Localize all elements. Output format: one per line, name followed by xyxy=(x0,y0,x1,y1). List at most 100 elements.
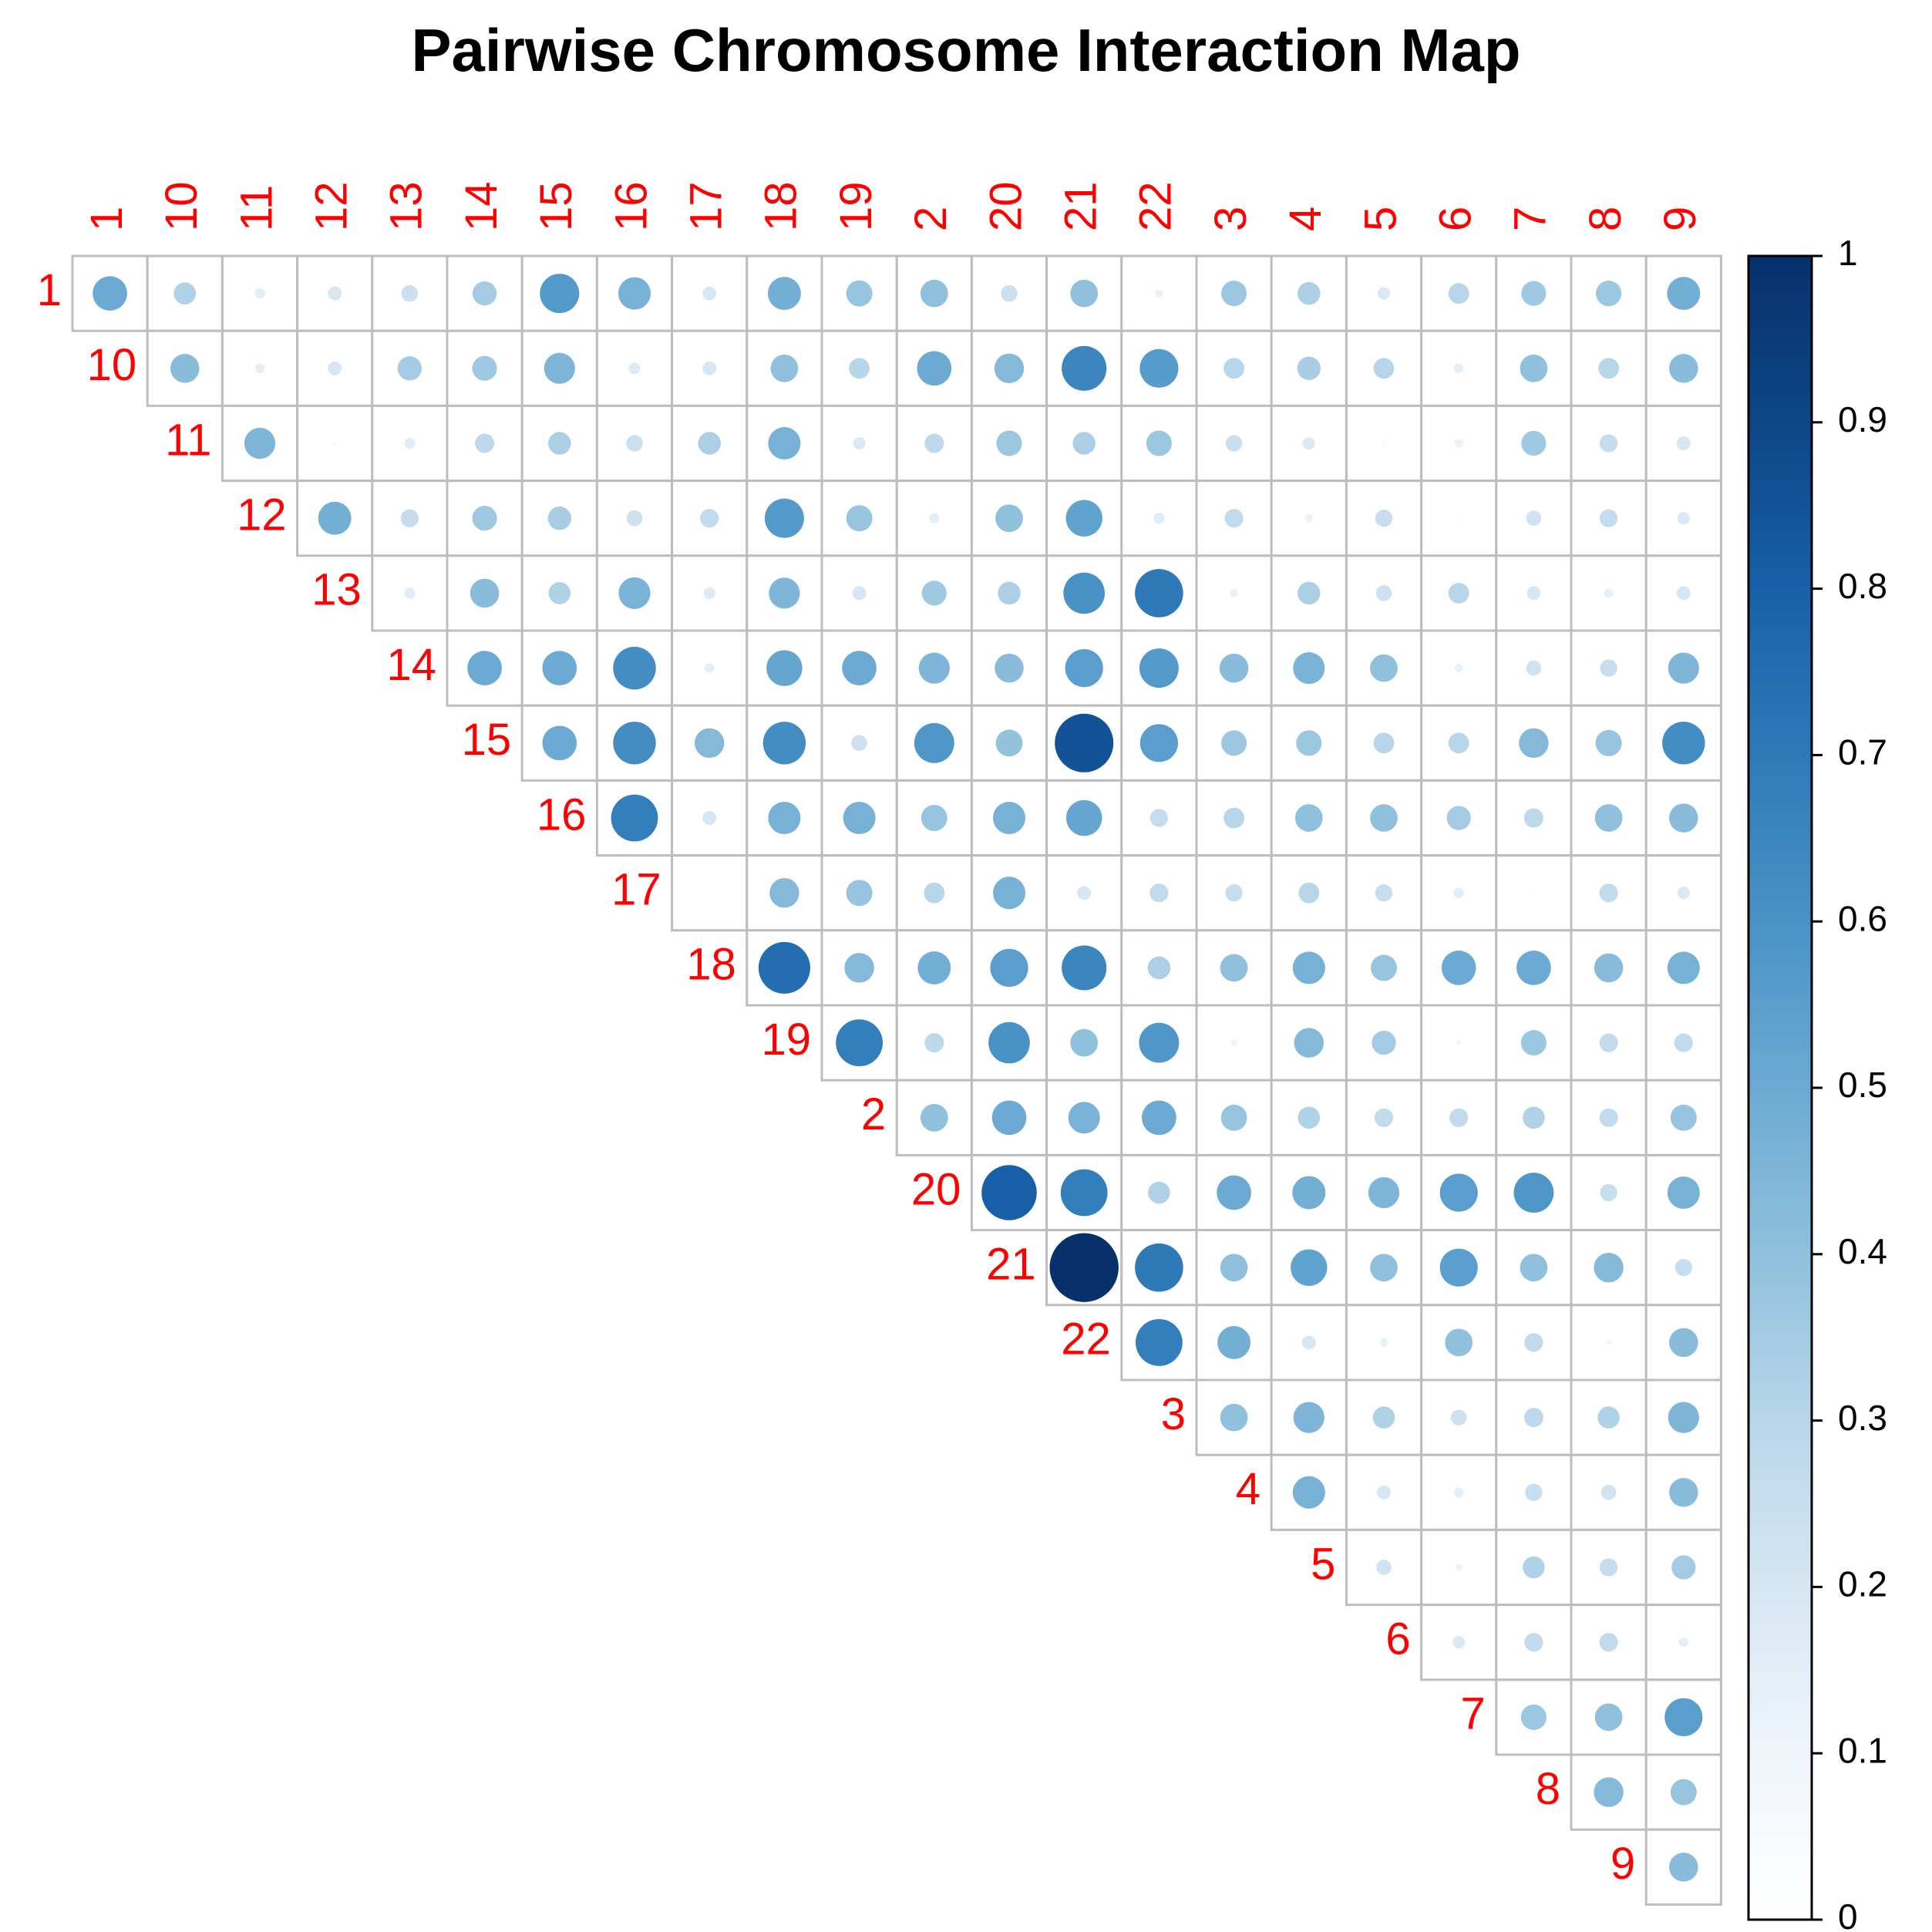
cell-18-7 xyxy=(1516,951,1551,985)
cell-11-3 xyxy=(1225,435,1243,452)
cell-14-6 xyxy=(1454,664,1463,672)
grid-cell-17-17 xyxy=(671,854,749,932)
cell-20-8 xyxy=(1600,1183,1617,1202)
cell-19-19 xyxy=(836,1019,884,1067)
cell-13-8 xyxy=(1604,588,1614,598)
cell-16-17 xyxy=(702,811,717,825)
colorbar-tick-label: 0.3 xyxy=(1838,1398,1887,1438)
column-label: 19 xyxy=(831,181,881,231)
column-label: 14 xyxy=(456,181,507,231)
grid-cell-13-5 xyxy=(1345,554,1423,632)
cell-17-4 xyxy=(1298,882,1320,904)
cell-21-5 xyxy=(1370,1254,1398,1282)
cell-13-4 xyxy=(1298,581,1321,605)
column-label: 3 xyxy=(1206,207,1256,231)
cell-12-6 xyxy=(1456,516,1462,521)
cell-16-4 xyxy=(1294,804,1323,832)
cell-10-17 xyxy=(702,361,717,375)
cell-10-7 xyxy=(1520,354,1548,382)
grid-cell-4-4 xyxy=(1270,1453,1348,1531)
cell-11-6 xyxy=(1454,439,1463,448)
cell-13-9 xyxy=(1676,586,1691,601)
cell-8-8 xyxy=(1594,1777,1624,1807)
cell-20-20 xyxy=(981,1165,1037,1220)
cell-18-5 xyxy=(1371,954,1397,981)
cell-4-6 xyxy=(1453,1487,1464,1498)
cell-21-4 xyxy=(1291,1249,1328,1286)
colorbar-tick-label: 0.9 xyxy=(1838,399,1887,439)
column-label: 4 xyxy=(1281,207,1331,231)
cell-11-5 xyxy=(1382,441,1386,446)
cell-2-7 xyxy=(1523,1106,1545,1129)
cell-19-3 xyxy=(1230,1039,1238,1047)
cell-15-4 xyxy=(1296,730,1322,756)
cell-10-14 xyxy=(472,355,497,381)
cell-16-7 xyxy=(1523,808,1543,828)
cell-18-22 xyxy=(1147,956,1171,980)
cell-1-19 xyxy=(846,280,873,307)
cell-9-9 xyxy=(1669,1853,1698,1882)
cell-12-22 xyxy=(1153,513,1165,524)
cell-2-22 xyxy=(1142,1100,1176,1136)
row-label: 17 xyxy=(611,865,661,915)
grid-cell-10-10 xyxy=(146,329,224,407)
cell-16-16 xyxy=(611,794,658,842)
cell-14-20 xyxy=(995,653,1024,683)
row-label: 19 xyxy=(761,1015,811,1065)
cell-13-14 xyxy=(470,578,500,608)
cell-20-9 xyxy=(1667,1176,1700,1210)
colorbar-tick-label: 0.2 xyxy=(1838,1564,1887,1604)
row-label: 22 xyxy=(1061,1314,1111,1365)
cell-19-4 xyxy=(1294,1028,1324,1058)
column-label: 12 xyxy=(307,181,357,231)
cell-20-3 xyxy=(1217,1175,1251,1210)
circle-layer xyxy=(93,274,1705,1882)
cell-21-22 xyxy=(1135,1243,1183,1292)
cell-19-2 xyxy=(924,1033,944,1053)
cell-18-3 xyxy=(1220,954,1248,982)
cell-13-21 xyxy=(1063,572,1106,614)
row-label: 13 xyxy=(311,565,362,615)
column-label: 22 xyxy=(1131,181,1181,231)
cell-1-12 xyxy=(328,286,342,301)
cell-11-22 xyxy=(1146,430,1172,456)
cell-20-4 xyxy=(1292,1176,1326,1210)
cell-22-7 xyxy=(1524,1333,1543,1352)
cell-8-9 xyxy=(1670,1779,1697,1806)
cell-10-10 xyxy=(170,354,200,383)
cell-15-19 xyxy=(851,735,867,752)
cell-21-7 xyxy=(1520,1254,1548,1282)
cell-10-12 xyxy=(328,361,342,375)
cell-10-18 xyxy=(770,354,799,382)
row-label: 16 xyxy=(537,789,587,840)
cell-4-5 xyxy=(1377,1485,1391,1499)
cell-7-9 xyxy=(1664,1698,1703,1736)
cell-3-8 xyxy=(1597,1406,1620,1429)
cell-1-8 xyxy=(1596,281,1622,307)
cell-11-21 xyxy=(1072,432,1096,455)
cell-20-22 xyxy=(1148,1181,1170,1204)
cell-1-3 xyxy=(1221,281,1247,307)
cell-11-11 xyxy=(244,427,276,459)
row-label: 14 xyxy=(386,640,436,690)
cell-13-13 xyxy=(404,587,416,599)
cell-11-13 xyxy=(404,437,416,449)
column-label: 9 xyxy=(1655,207,1705,231)
cell-20-6 xyxy=(1439,1173,1478,1212)
cell-19-21 xyxy=(1070,1028,1099,1057)
column-label: 21 xyxy=(1056,181,1106,231)
cell-12-21 xyxy=(1065,500,1102,537)
cell-20-5 xyxy=(1368,1176,1400,1209)
cell-12-5 xyxy=(1375,510,1393,527)
cell-11-18 xyxy=(768,426,801,460)
cell-15-18 xyxy=(762,722,806,765)
cell-15-7 xyxy=(1519,728,1549,759)
cell-17-20 xyxy=(992,877,1026,910)
cell-22-8 xyxy=(1606,1339,1612,1345)
cell-15-21 xyxy=(1055,713,1114,772)
cell-13-5 xyxy=(1375,585,1392,601)
colorbar-tick-label: 0.6 xyxy=(1838,898,1887,938)
cell-5-7 xyxy=(1523,1556,1545,1579)
cell-14-19 xyxy=(842,651,877,685)
